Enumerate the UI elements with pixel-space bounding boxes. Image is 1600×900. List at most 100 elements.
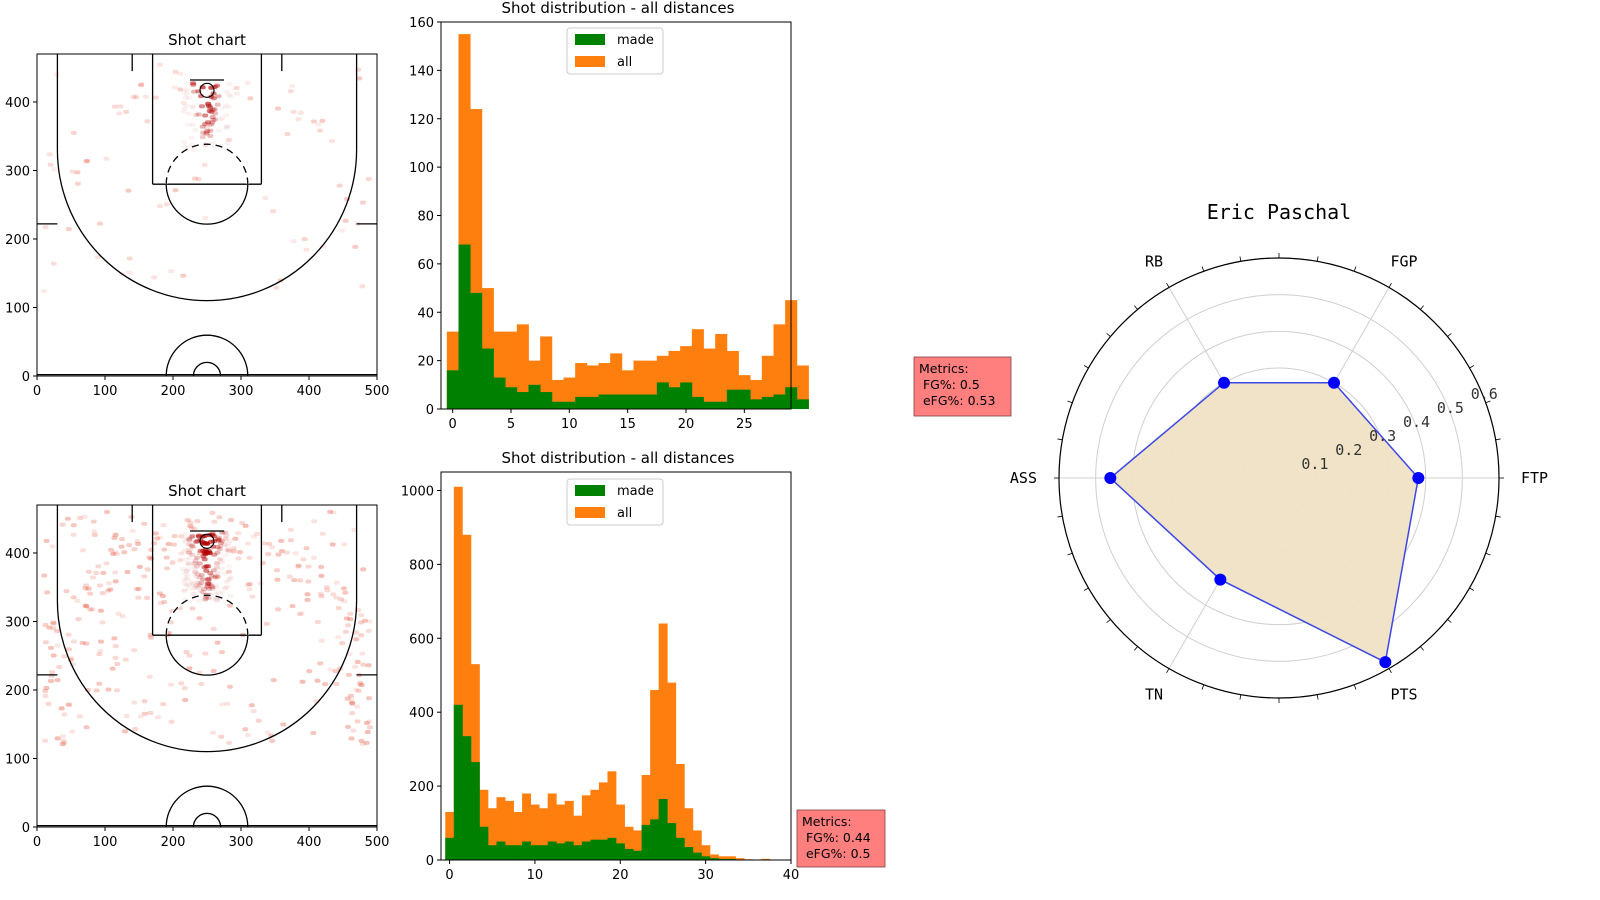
heat-cell [42,622,49,627]
legend-label-all: all [617,55,632,70]
bar-made [650,819,660,860]
heat-cell [123,109,130,114]
heat-cell [216,515,223,520]
radar-radial-tick: 0.3 [1369,427,1396,445]
y-tick-label: 80 [417,210,434,225]
heat-cell [192,585,199,590]
bar-made [462,736,472,860]
x-tick-label: 30 [697,868,714,883]
heat-cell [47,679,54,684]
bar-made [691,396,704,409]
bar-made [598,839,608,860]
heat-cell [104,510,111,515]
heat-cell [287,89,294,94]
heat-cell [186,95,193,100]
y-tick-label: 300 [5,615,30,630]
heat-cell [111,535,118,540]
heat-cell [167,682,174,687]
heat-cell [339,228,346,233]
heat-cell [292,551,299,556]
heat-cell [181,140,188,145]
heat-cell [144,568,151,573]
bar-all [650,690,660,860]
bar-made [470,762,480,860]
heat-cell [160,702,167,707]
heat-cell [74,181,81,186]
heat-cell [75,617,82,622]
heat-cell [349,701,356,706]
heat-cell [124,570,131,575]
heat-cell [237,550,244,555]
heat-cell [275,607,282,612]
heat-cell [185,586,192,591]
heat-cell [159,594,166,599]
heat-cell [63,589,70,594]
heat-cell [273,568,280,573]
bar-all [701,845,711,860]
heat-cell [344,696,351,701]
heat-cell [270,678,277,683]
center-circle [165,785,249,828]
bar-made [701,856,711,860]
radar-axis-label: PTS [1390,686,1417,704]
heat-cell [54,643,61,648]
heat-cell [342,629,349,634]
bar-made [481,348,494,409]
heat-cell [129,528,136,533]
free-throw-arc-dashed [165,594,249,636]
radar-frame-tick [1469,587,1475,591]
bar-made [645,394,658,409]
heat-cell [327,667,334,672]
heat-cell [50,621,57,626]
heat-cell [151,275,158,280]
heat-cell [233,91,240,96]
heat-cell [154,536,161,541]
heat-cell [318,573,325,578]
heat-cell [317,661,324,666]
heat-cell [230,549,237,554]
heat-cell [126,543,133,548]
heat-cell [185,547,192,552]
heat-cell [196,561,203,566]
heat-cell [317,128,324,133]
heat-cell [287,538,294,543]
heat-cell [44,590,51,595]
bar-made [539,845,549,860]
shot-chart-bottom-yticks: 0 100 200 300 400 [5,547,37,836]
y-tick-label: 200 [409,780,434,795]
legend-swatch-made [575,485,605,496]
radar-frame-tick [1485,400,1491,404]
heat-cell [200,590,207,595]
heat-cell [42,640,49,645]
radar-frame-tick [1353,266,1357,272]
heat-cell [185,111,192,116]
heat-cell [193,574,200,579]
bar-all [726,856,736,860]
heat-cell [181,588,188,593]
bar-made [684,847,694,860]
heat-cell [345,672,352,677]
x-tick-label: 300 [229,835,254,850]
heat-cell [345,623,352,628]
heat-cell [270,209,277,214]
heat-cell [169,560,176,565]
heat-cell [79,548,86,553]
heat-cell [84,159,91,164]
heat-cell [165,542,172,547]
heat-cell [195,112,202,117]
bar-made [522,841,532,860]
heat-cell [352,630,359,635]
heat-cell [160,523,167,528]
heat-cell [209,120,216,125]
legend-label-made: made [617,484,654,499]
heat-cell [70,532,77,537]
heat-cell [235,556,242,561]
heat-cell [365,629,372,634]
heat-cell [183,569,190,574]
bar-made [453,704,463,860]
heat-cell [211,519,218,524]
heat-cell [314,619,321,624]
x-tick-label: 200 [161,384,186,399]
heat-cell [203,596,210,601]
